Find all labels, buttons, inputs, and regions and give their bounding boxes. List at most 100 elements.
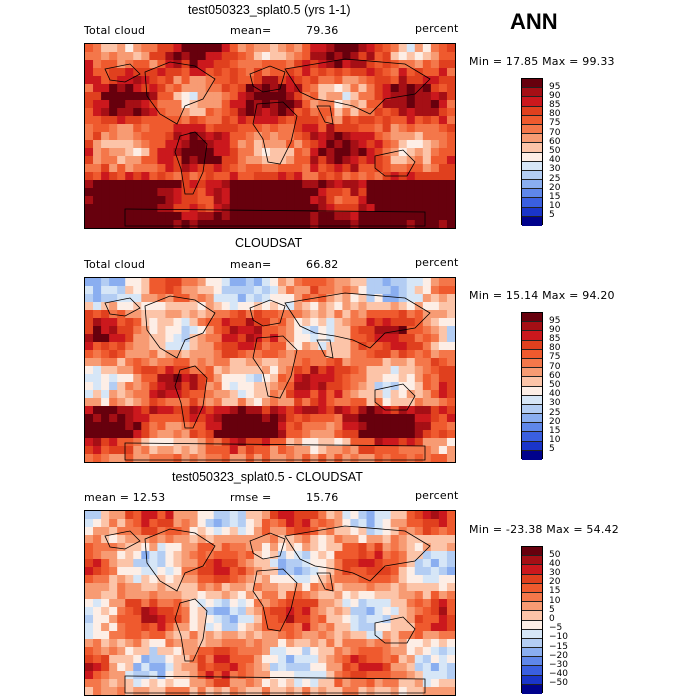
field-cell — [366, 156, 376, 165]
field-cell — [245, 414, 255, 423]
field-cell — [261, 100, 271, 109]
field-cell — [286, 543, 295, 552]
field-cell — [414, 172, 424, 181]
field-cell — [197, 543, 207, 552]
field-cell — [221, 663, 231, 672]
field-cell — [229, 374, 239, 383]
field-cell — [109, 382, 118, 391]
field-cell — [133, 342, 142, 351]
field-cell — [253, 438, 263, 447]
field-cell — [197, 398, 207, 407]
field-cell — [125, 44, 134, 53]
field-cell — [149, 583, 158, 592]
field-cell — [165, 623, 175, 632]
field-cell — [221, 366, 231, 375]
field-cell — [189, 52, 199, 61]
field-cell — [141, 132, 150, 141]
field-cell — [350, 607, 360, 616]
field-cell — [318, 591, 327, 600]
field-cell — [406, 302, 416, 311]
field-cell — [205, 607, 215, 616]
field-cell — [414, 52, 424, 61]
field-cell — [286, 148, 295, 157]
field-cell — [302, 535, 311, 544]
field-cell — [253, 639, 263, 648]
field-cell — [390, 44, 400, 53]
field-cell — [125, 390, 134, 399]
field-cell — [294, 591, 303, 600]
field-cell — [382, 631, 392, 640]
field-cell — [326, 366, 335, 375]
field-cell — [181, 406, 191, 415]
field-cell — [438, 342, 448, 351]
field-cell — [117, 663, 126, 672]
field-cell — [229, 551, 239, 560]
field-cell — [270, 108, 279, 117]
field-cell — [253, 310, 263, 319]
field-cell — [422, 575, 432, 584]
field-cell — [141, 567, 150, 576]
field-cell — [205, 108, 215, 117]
field-cell — [213, 172, 223, 181]
field-cell — [205, 366, 215, 375]
field-cell — [173, 639, 183, 648]
field-cell — [382, 350, 392, 359]
field-cell — [390, 92, 400, 101]
field-cell — [149, 430, 158, 439]
field-cell — [350, 294, 360, 303]
field-cell — [286, 132, 295, 141]
field-cell — [302, 615, 311, 624]
field-cell — [197, 687, 207, 695]
field-cell — [326, 599, 335, 608]
field-cell — [221, 44, 231, 53]
field-cell — [117, 204, 126, 213]
field-cell — [173, 655, 183, 664]
field-cell — [302, 655, 311, 664]
field-cell — [149, 567, 158, 576]
field-cell — [253, 679, 263, 688]
field-cell — [261, 212, 271, 221]
field-cell — [414, 454, 424, 462]
field-cell — [141, 583, 150, 592]
field-cell — [237, 687, 247, 695]
field-cell — [133, 414, 142, 423]
coastline-outline — [104, 297, 141, 317]
field-cell — [237, 398, 247, 407]
field-cell — [221, 326, 231, 335]
field-cell — [85, 454, 94, 462]
field-cell — [125, 310, 134, 319]
field-cell — [342, 687, 352, 695]
field-cell — [133, 358, 142, 367]
field-cell — [374, 382, 384, 391]
field-cell — [133, 204, 142, 213]
field-cell — [85, 446, 94, 455]
field-cell — [213, 647, 223, 656]
field-cell — [294, 108, 303, 117]
field-cell — [229, 639, 239, 648]
field-cell — [342, 196, 352, 205]
field-cell — [181, 551, 191, 560]
field-cell — [286, 164, 295, 173]
field-cell — [334, 454, 343, 462]
field-cell — [438, 519, 448, 528]
field-cell — [294, 164, 303, 173]
field-cell — [278, 294, 287, 303]
field-cell — [133, 350, 142, 359]
field-cell — [221, 116, 231, 125]
field-cell — [261, 406, 271, 415]
field-cell — [197, 454, 207, 462]
field-cell — [261, 220, 271, 228]
field-cell — [438, 326, 448, 335]
field-cell — [366, 212, 376, 221]
field-cell — [117, 559, 126, 568]
field-cell — [93, 212, 102, 221]
field-cell — [125, 607, 134, 616]
field-cell — [261, 679, 271, 688]
field-cell — [310, 148, 319, 157]
field-cell — [406, 140, 416, 149]
field-cell — [310, 631, 319, 640]
field-cell — [326, 647, 335, 656]
field-cell — [141, 454, 150, 462]
field-cell — [430, 398, 440, 407]
field-cell — [109, 84, 118, 93]
